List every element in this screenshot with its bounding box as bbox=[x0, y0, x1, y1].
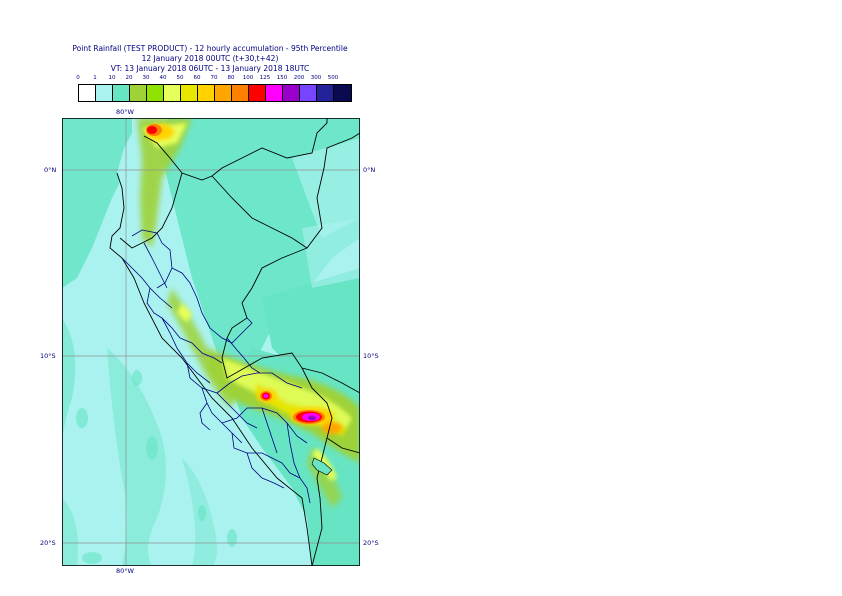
legend-swatch bbox=[147, 85, 164, 101]
legend-label: 0 bbox=[76, 75, 80, 81]
lat-label-left-20s: 20°S bbox=[40, 539, 56, 547]
lake-titicaca bbox=[311, 457, 333, 476]
chart-title-line-3: VT: 13 January 2018 06UTC - 13 January 2… bbox=[110, 64, 310, 73]
legend-swatch bbox=[249, 85, 266, 101]
map-frame bbox=[62, 118, 360, 566]
legend-label: 1 bbox=[93, 75, 97, 81]
legend-label: 200 bbox=[293, 75, 305, 81]
legend-label: 150 bbox=[276, 75, 288, 81]
legend-label: 20 bbox=[125, 75, 133, 81]
admin-boundaries bbox=[121, 229, 311, 504]
legend-label: 125 bbox=[259, 75, 271, 81]
legend-swatch bbox=[215, 85, 232, 101]
legend-swatch bbox=[79, 85, 96, 101]
legend-label: 70 bbox=[210, 75, 218, 81]
legend-label: 300 bbox=[310, 75, 322, 81]
lat-label-right-10s: 10°S bbox=[363, 352, 379, 360]
legend-swatch bbox=[96, 85, 113, 101]
legend-swatch bbox=[198, 85, 215, 101]
legend-label: 100 bbox=[242, 75, 254, 81]
lat-label-right-20s: 20°S bbox=[363, 539, 379, 547]
legend-label: 10 bbox=[108, 75, 116, 81]
legend-label: 30 bbox=[142, 75, 150, 81]
rain-band-andes-north bbox=[137, 118, 192, 248]
legend-labels: 0 1 10 20 30 40 50 60 70 80 100 125 150 200 300 500 bbox=[0, 75, 842, 84]
legend-swatch bbox=[232, 85, 249, 101]
lat-label-right-0n: 0°N bbox=[363, 166, 376, 174]
coastal-rain-blobs bbox=[62, 318, 76, 448]
legend-label: 500 bbox=[327, 75, 339, 81]
lat-label-left-0n: 0°N bbox=[44, 166, 57, 174]
legend-swatch bbox=[334, 85, 351, 101]
legend-swatch bbox=[113, 85, 130, 101]
legend-swatch bbox=[266, 85, 283, 101]
legend-swatch bbox=[181, 85, 198, 101]
legend-label: 60 bbox=[193, 75, 201, 81]
legend-swatch bbox=[300, 85, 317, 101]
rainfall-map bbox=[62, 118, 360, 566]
legend-swatch bbox=[164, 85, 181, 101]
lat-label-left-10s: 10°S bbox=[40, 352, 56, 360]
chart-title-line-2: 12 January 2018 00UTC (t+30,t+42) bbox=[141, 54, 279, 63]
legend-swatch bbox=[130, 85, 147, 101]
legend-label: 40 bbox=[159, 75, 167, 81]
legend-label: 80 bbox=[227, 75, 235, 81]
lon-label-top: 80°W bbox=[116, 108, 134, 116]
legend-label: 50 bbox=[176, 75, 184, 81]
lon-label-bottom: 80°W bbox=[116, 567, 134, 575]
legend-color-bar bbox=[78, 84, 352, 102]
legend-swatch bbox=[283, 85, 300, 101]
chart-title-line-1: Point Rainfall (TEST PRODUCT) - 12 hourl… bbox=[72, 44, 348, 53]
legend-swatch bbox=[317, 85, 334, 101]
